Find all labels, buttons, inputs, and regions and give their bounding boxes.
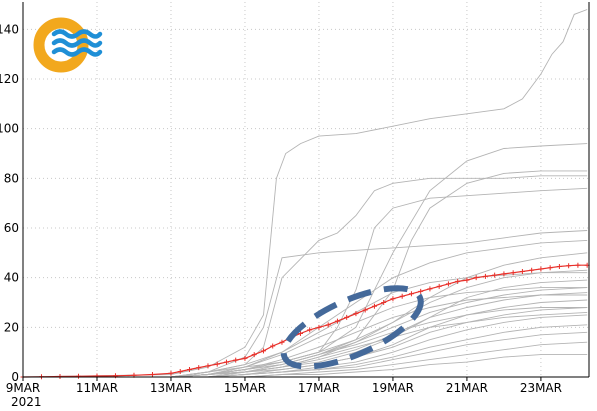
member-line-23 <box>23 311 588 378</box>
mean-point-50 <box>556 263 562 269</box>
mean-point-44 <box>501 271 507 277</box>
mean-point-30 <box>371 303 377 309</box>
y-tick-label-3: 60 <box>4 221 19 235</box>
x-tick-label-5: 19MAR <box>372 381 414 395</box>
mean-point-29 <box>362 307 368 313</box>
y-tick-label-4: 80 <box>4 171 19 185</box>
mean-point-34 <box>408 291 414 297</box>
ensemble-member-lines <box>22 9 588 378</box>
grid <box>22 2 589 377</box>
mean-point-19 <box>270 343 276 349</box>
mean-point-17 <box>251 352 257 358</box>
mean-point-28 <box>353 311 359 317</box>
annotation-ellipse <box>280 285 424 370</box>
mean-point-38 <box>445 281 451 287</box>
mean-point-5 <box>112 373 118 379</box>
mean-point-9 <box>177 369 183 375</box>
y-tick-label-6: 120 <box>0 72 19 86</box>
mean-point-13 <box>214 361 220 367</box>
member-line-22 <box>23 307 588 378</box>
mean-point-46 <box>519 268 525 274</box>
y-tick-label-1: 20 <box>4 320 19 334</box>
member-line-3 <box>23 175 588 378</box>
logo-wave-top <box>51 29 103 39</box>
member-line-6 <box>23 239 588 378</box>
mean-point-42 <box>482 273 488 279</box>
member-line-16 <box>23 331 588 378</box>
member-line-4 <box>23 187 588 378</box>
x-tick-label-3: 15MAR <box>224 381 266 395</box>
highlight-annotation <box>280 285 424 370</box>
logo-wave-bottom <box>51 47 103 57</box>
provider-logo <box>33 17 103 73</box>
x-tick-label-2: 13MAR <box>150 381 192 395</box>
mean-point-24 <box>316 324 322 330</box>
x-tick-label-4: 17MAR <box>298 381 340 395</box>
mean-point-26 <box>334 318 340 324</box>
mean-point-33 <box>399 293 405 299</box>
member-line-17 <box>23 341 588 378</box>
mean-point-49 <box>547 265 553 271</box>
mean-point-7 <box>149 372 155 378</box>
mean-point-11 <box>196 365 202 371</box>
mean-point-22 <box>297 331 303 337</box>
mean-point-39 <box>455 278 461 284</box>
x-axis-year-label: 2021 <box>11 395 42 409</box>
mean-point-3 <box>75 373 81 379</box>
mean-point-41 <box>473 275 479 281</box>
member-line-12 <box>23 299 588 378</box>
mean-point-35 <box>418 288 424 294</box>
mean-point-40 <box>464 277 470 283</box>
mean-point-20 <box>279 339 285 345</box>
mean-point-51 <box>566 263 572 269</box>
mean-point-14 <box>223 359 229 365</box>
mean-point-43 <box>492 272 498 278</box>
member-line-21 <box>23 294 588 378</box>
mean-point-15 <box>233 357 239 363</box>
y-tick-label-2: 40 <box>4 271 19 285</box>
logo-ring <box>33 17 89 73</box>
mean-point-32 <box>390 296 396 302</box>
x-tick-label-7: 23MAR <box>520 381 562 395</box>
y-tick-label-5: 100 <box>0 122 19 136</box>
mean-point-52 <box>575 262 581 268</box>
mean-point-27 <box>344 314 350 320</box>
mean-point-45 <box>510 270 516 276</box>
mean-point-31 <box>381 299 387 305</box>
logo-wave-middle <box>51 38 103 48</box>
mean-point-47 <box>529 267 535 273</box>
x-tick-label-1: 11MAR <box>76 381 118 395</box>
y-tick-label-7: 140 <box>0 22 19 36</box>
y-tick-label-0: 0 <box>11 370 19 384</box>
mean-point-36 <box>427 286 433 292</box>
mean-point-48 <box>538 266 544 272</box>
mean-point-37 <box>436 283 442 289</box>
member-line-0 <box>22 9 588 378</box>
mean-point-25 <box>325 322 331 328</box>
mean-point-10 <box>186 367 192 373</box>
mean-point-12 <box>205 363 211 369</box>
member-line-5 <box>23 230 588 378</box>
x-axis-tick-labels: 9MAR 11MAR 13MAR 15MAR 17MAR 19MAR 21MAR 23MAR <box>6 381 562 395</box>
mean-point-23 <box>307 327 313 333</box>
mean-point-18 <box>260 348 266 354</box>
y-axis-tick-labels: 0 20 40 60 80 100 120 140 <box>0 22 19 384</box>
axes <box>22 2 590 381</box>
mean-point-16 <box>242 355 248 361</box>
x-tick-label-6: 21MAR <box>446 381 488 395</box>
mean-point-8 <box>168 370 174 376</box>
x-tick-label-0: 9MAR <box>6 381 41 395</box>
mean-line <box>22 264 588 378</box>
